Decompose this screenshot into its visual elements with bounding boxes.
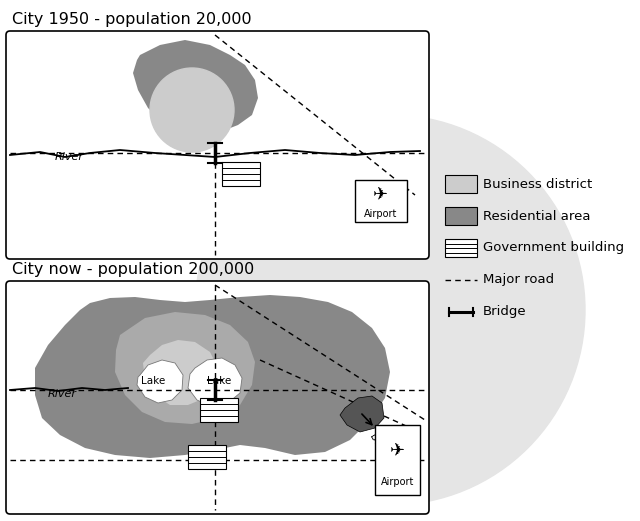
Text: ✈: ✈ — [390, 443, 405, 461]
Text: Airport: Airport — [364, 209, 397, 219]
Text: Residential area: Residential area — [483, 209, 591, 222]
FancyBboxPatch shape — [6, 31, 429, 259]
Text: Lake: Lake — [141, 376, 165, 386]
Text: River: River — [48, 389, 77, 399]
Polygon shape — [35, 295, 390, 458]
Bar — [445, 239, 477, 257]
Bar — [188, 445, 226, 469]
FancyBboxPatch shape — [6, 281, 429, 514]
Text: Business district: Business district — [483, 178, 592, 191]
Bar — [375, 425, 420, 495]
Polygon shape — [115, 312, 255, 424]
Circle shape — [150, 68, 234, 152]
Text: Airport: Airport — [381, 477, 414, 488]
Polygon shape — [188, 358, 242, 407]
Bar — [355, 180, 407, 222]
Text: River: River — [55, 152, 84, 162]
Text: Bridge: Bridge — [483, 305, 527, 318]
Bar — [222, 162, 260, 186]
Text: City 1950 - population 20,000: City 1950 - population 20,000 — [12, 12, 252, 27]
Text: Dam: Dam — [367, 432, 388, 457]
Polygon shape — [340, 396, 384, 432]
Polygon shape — [133, 40, 258, 135]
Text: City now - population 200,000: City now - population 200,000 — [12, 262, 254, 277]
Text: Government building: Government building — [483, 242, 624, 254]
Polygon shape — [137, 360, 183, 403]
Circle shape — [195, 115, 585, 505]
Text: ✈: ✈ — [373, 187, 388, 205]
Text: Major road: Major road — [483, 274, 554, 287]
Bar — [200, 398, 238, 422]
Bar — [445, 207, 477, 225]
Polygon shape — [143, 340, 218, 405]
Bar — [445, 175, 477, 193]
Text: Lake: Lake — [207, 376, 231, 386]
